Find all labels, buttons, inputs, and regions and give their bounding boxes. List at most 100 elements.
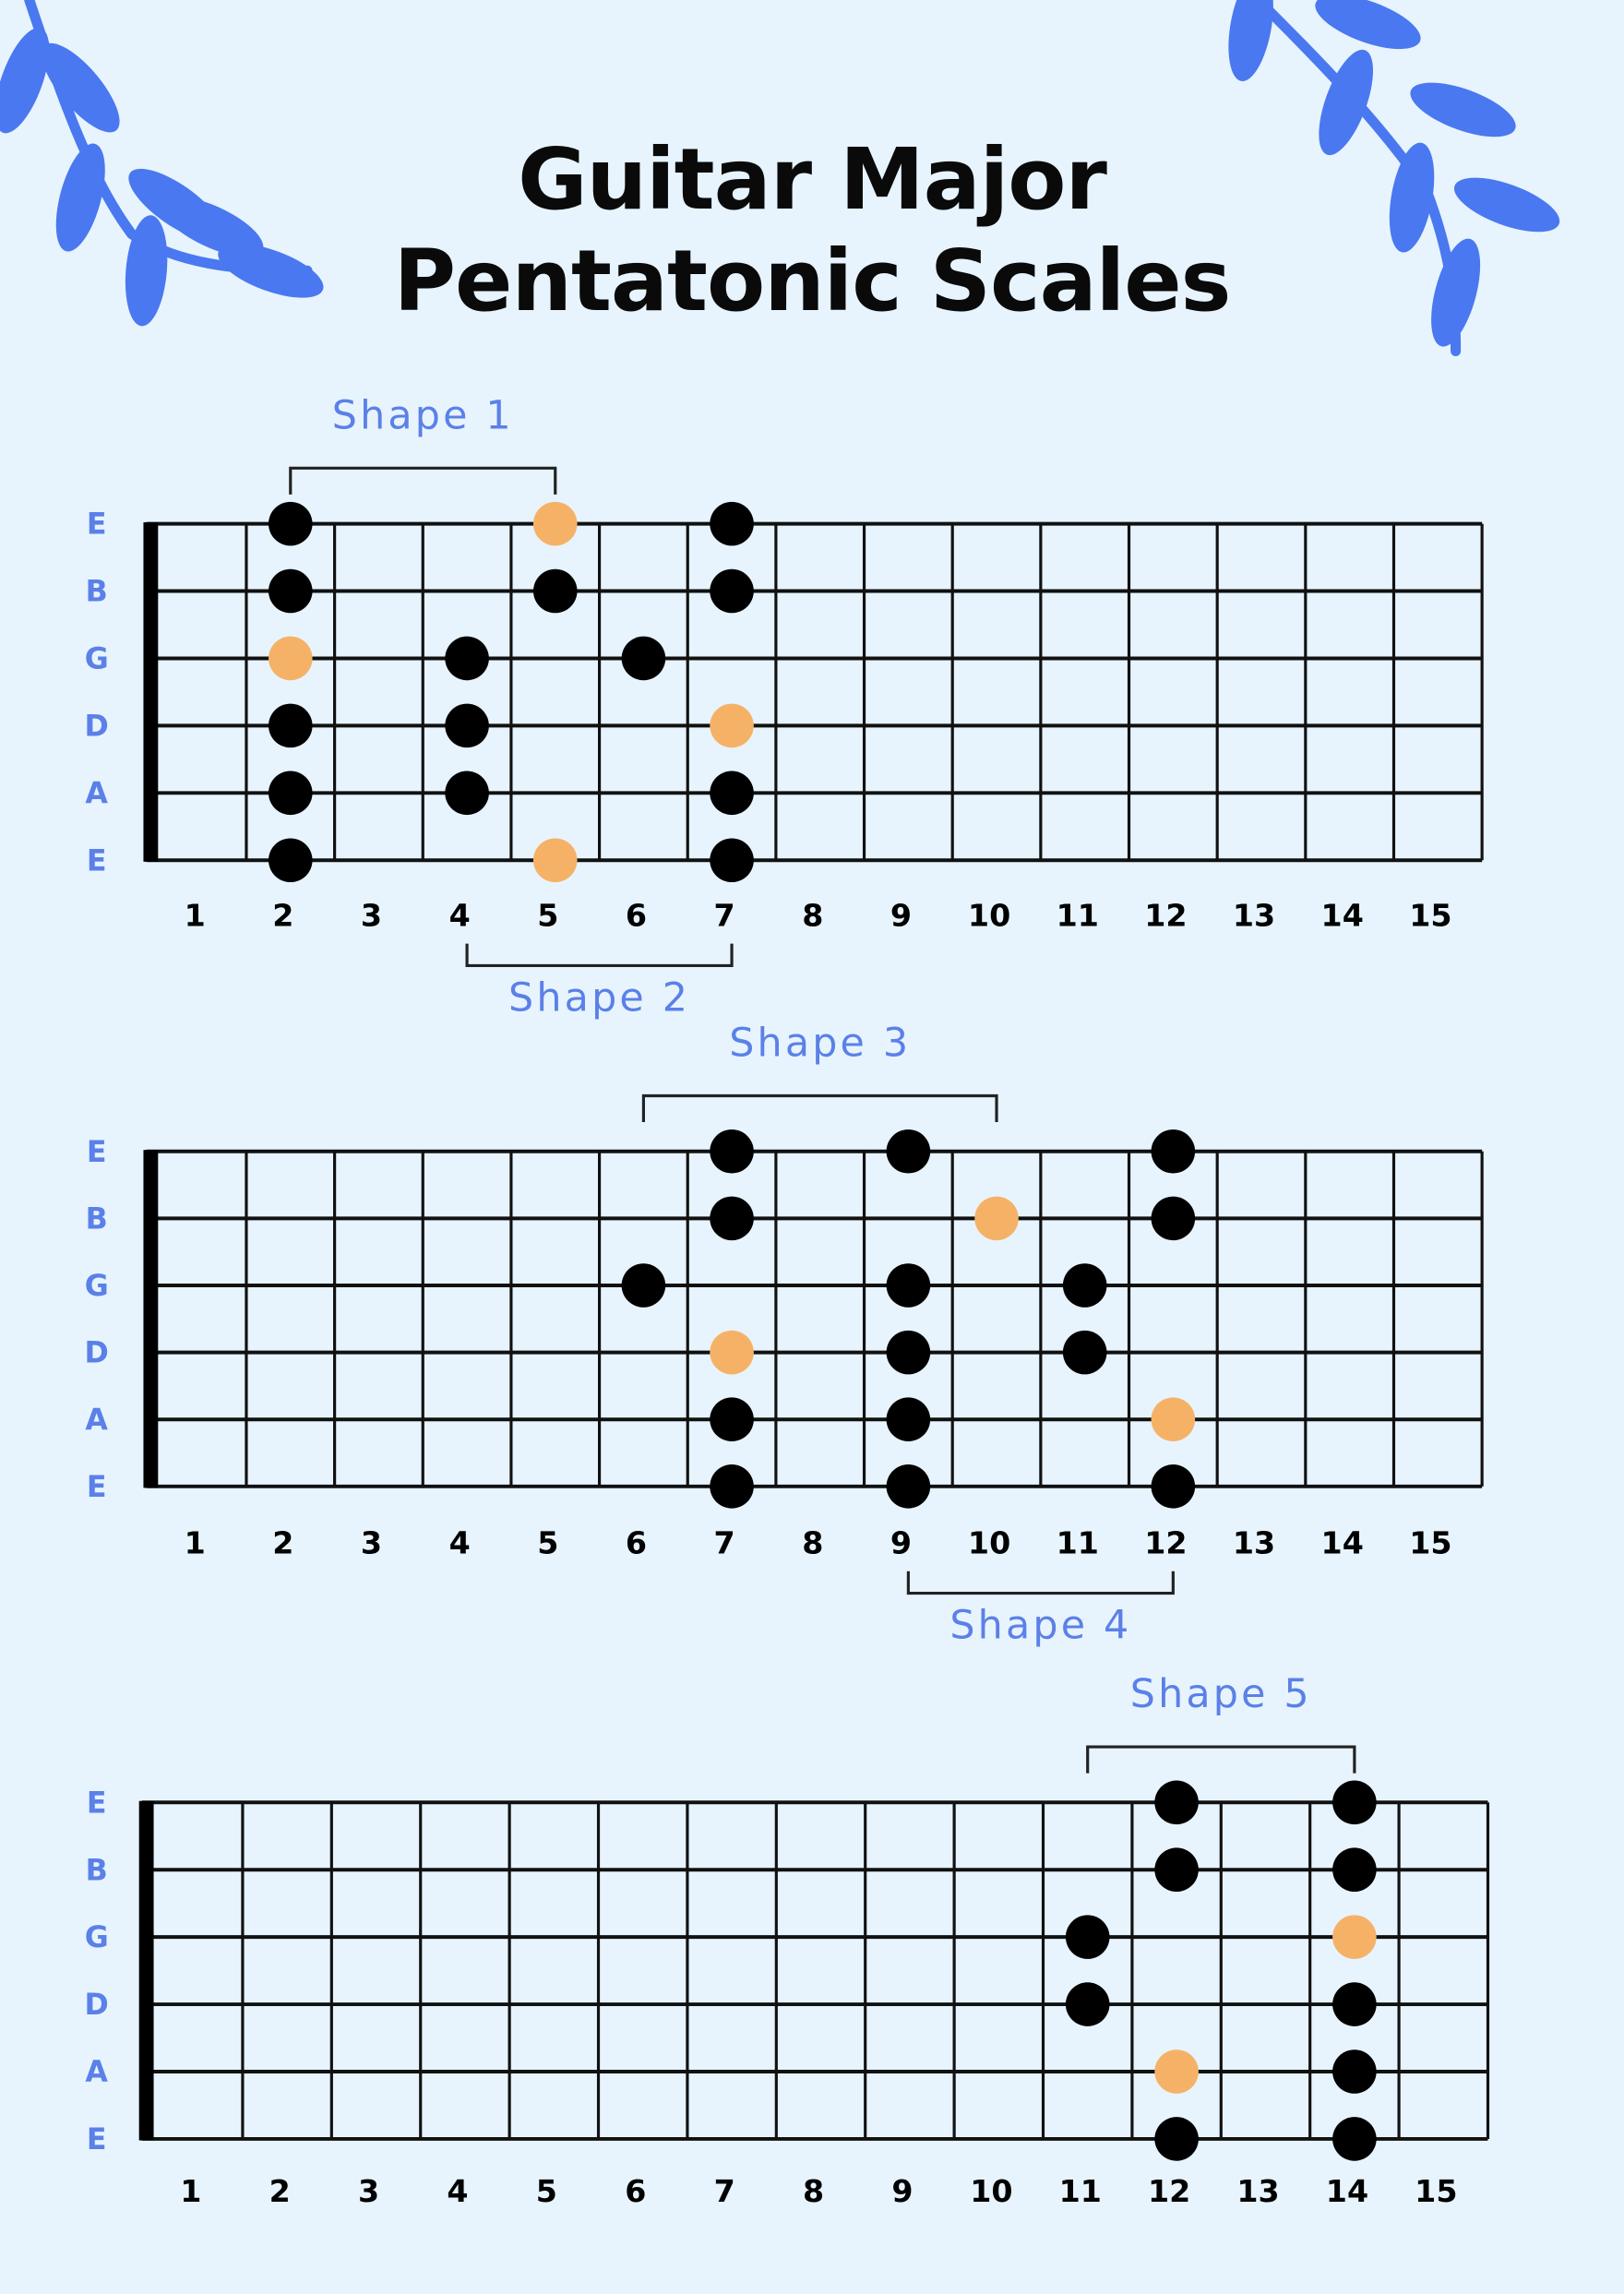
fret-number: 10 [970,2173,1012,2209]
shape-label: Shape 3 [729,1021,911,1067]
shape-label: Shape 2 [508,975,690,1022]
fret-number: 8 [803,2173,824,2209]
note-dot [710,1464,754,1509]
note-dot [1065,1982,1110,2026]
string-label: B [86,576,108,609]
leaf [1319,49,1374,156]
note-dot [1062,1263,1107,1308]
fret-number: 4 [449,898,471,934]
string-label: A [85,777,108,810]
shape-bracket [1086,1745,1356,1774]
fret-number: 14 [1326,2173,1368,2209]
root-note-dot [1154,2049,1199,2094]
root-note-dot [269,636,313,681]
leaf [1453,177,1560,233]
string-label: E [87,2123,107,2157]
note-dot [710,1129,754,1174]
leaf [0,28,50,134]
leaf [1228,0,1273,81]
page-title: Guitar Major Pentatonic Scales [0,129,1624,332]
fret-number: 5 [537,1525,558,1561]
string-label: E [87,1471,107,1504]
fret-number: 1 [180,2173,201,2209]
note-dot [445,636,489,681]
note-dot [269,838,313,883]
leaf [125,215,168,327]
leaf [1315,0,1421,50]
note-dot [621,1263,666,1308]
root-note-dot [710,703,754,748]
fret-number: 3 [358,2173,379,2209]
note-dot [1154,1780,1199,1825]
string-label: D [85,1989,109,2022]
fret-number: 4 [449,1525,471,1561]
fret-number: 7 [714,1525,735,1561]
fret-number: 15 [1415,2173,1457,2209]
nut [143,1150,159,1488]
note-dot [1332,2117,1377,2161]
fret-number: 12 [1144,1525,1187,1561]
note-dot [621,636,666,681]
leaf-decoration-left [0,0,324,327]
title-line-1: Guitar Major [518,130,1107,229]
shape-bracket [289,466,557,495]
fret-number: 8 [802,898,823,934]
fret-number: 13 [1233,898,1275,934]
shape-bracket [641,1093,998,1123]
fret-number: 1 [185,1525,206,1561]
note-dot [710,1196,754,1241]
note-dot [1332,2049,1377,2094]
fret-number: 11 [1057,898,1099,934]
string-label: D [85,1337,109,1370]
fret-number: 5 [536,2173,557,2209]
note-dot [710,1397,754,1441]
string-label: A [85,2056,108,2089]
note-dot [1332,1982,1377,2026]
fret-number: 9 [890,1525,912,1561]
note-dot [1065,1915,1110,1959]
leaf [55,143,105,252]
note-dot [710,568,754,614]
nut [143,522,159,862]
string-label: E [87,844,107,878]
fret-number: 11 [1059,2173,1102,2209]
shape-label: Shape 1 [332,393,514,439]
fret-number: 15 [1409,898,1451,934]
leaf [1410,82,1516,137]
note-dot [886,1263,931,1308]
fret-number: 4 [447,2173,468,2209]
note-dot [886,1464,931,1509]
fret-number: 10 [968,898,1010,934]
title-line-2: Pentatonic Scales [393,232,1232,330]
root-note-dot [710,1330,754,1375]
fret-number: 3 [361,1525,382,1561]
note-dot [445,703,489,748]
shape-label: Shape 5 [1130,1671,1312,1717]
fret-number: 7 [714,2173,735,2209]
fret-number: 3 [361,898,382,934]
root-note-dot [1332,1915,1377,1959]
note-dot [269,703,313,748]
note-dot [1332,1780,1377,1825]
note-dot [886,1129,931,1174]
root-note-dot [532,501,578,546]
note-dot [445,771,489,816]
fret-number: 10 [968,1525,1010,1561]
note-dot [1151,1464,1196,1509]
leaf-decoration-right [1228,0,1560,357]
note-dot [886,1397,931,1441]
fret-number: 1 [185,898,206,934]
fret-number: 2 [269,2173,291,2209]
note-dot [1154,1847,1199,1892]
note-dot [269,568,313,614]
fret-number: 14 [1321,898,1364,934]
leaf [1431,238,1481,347]
fret-number: 2 [272,1525,293,1561]
fret-number: 6 [626,898,647,934]
shape-bracket [906,1571,1175,1595]
note-dot [710,501,754,546]
